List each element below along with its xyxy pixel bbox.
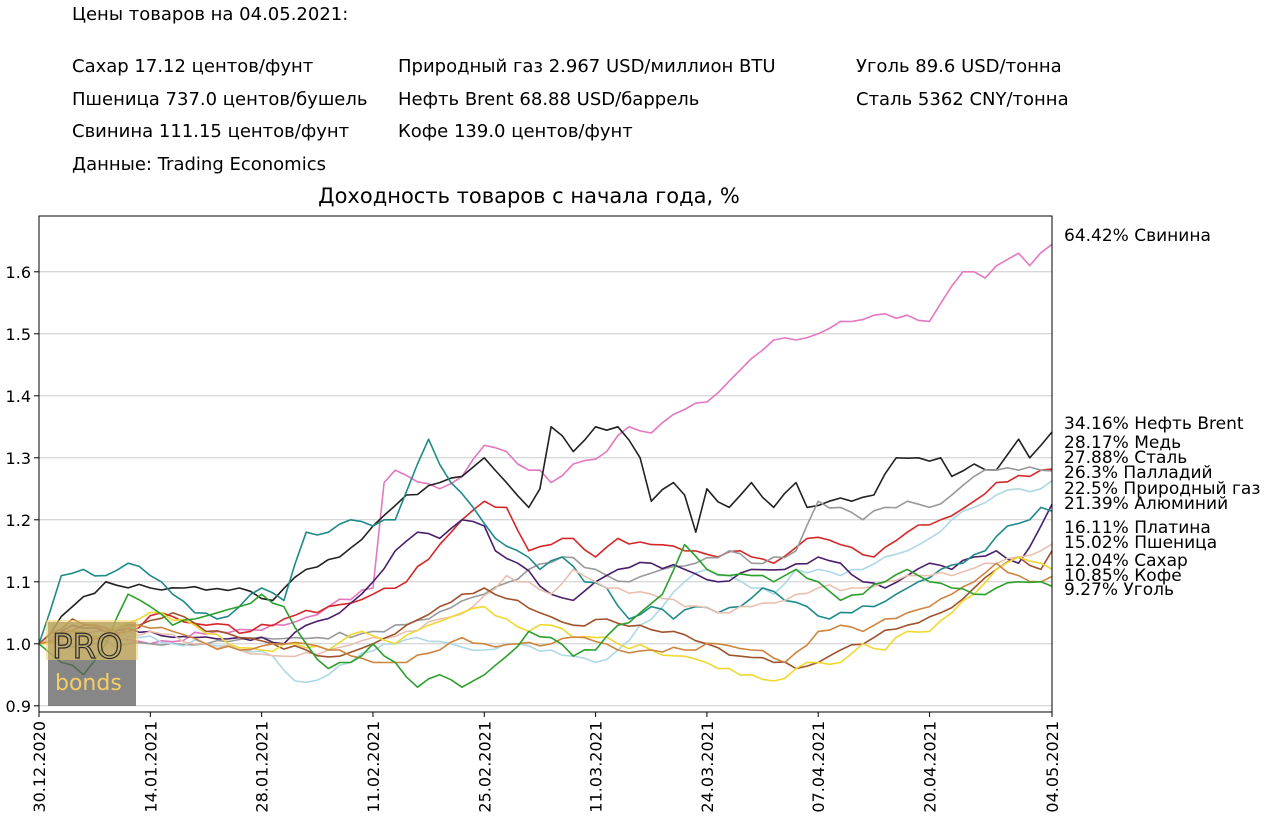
x-tick-label: 25.02.2021 xyxy=(475,721,494,813)
logo-bonds-text: bonds xyxy=(55,671,122,696)
x-tick-label: 28.01.2021 xyxy=(253,721,272,813)
end-label: 26.3% Палладий xyxy=(1064,463,1213,483)
chart-title: Доходность товаров с начала года, % xyxy=(318,184,740,208)
y-tick-label: 1.0 xyxy=(6,635,31,654)
series-line-7 xyxy=(38,438,1053,645)
series-line-11 xyxy=(38,562,1053,664)
x-tick-label: 04.05.2021 xyxy=(1043,721,1062,813)
series-line-1 xyxy=(38,243,1053,645)
series-line-8 xyxy=(38,543,1053,658)
y-tick-label: 1.2 xyxy=(6,511,31,530)
price-coffee: Кофе 139.0 центов/фунт xyxy=(398,121,633,142)
end-label: 64.42% Свинина xyxy=(1064,226,1211,246)
end-label: 21.39% Алюминий xyxy=(1064,494,1228,514)
end-label: 10.85% Кофе xyxy=(1064,566,1182,586)
y-tick-label: 1.1 xyxy=(6,573,31,592)
series-line-6 xyxy=(38,503,1053,645)
y-tick-label: 1.4 xyxy=(6,387,31,406)
probonds-logo: PRO bonds xyxy=(46,620,138,706)
series-line-2 xyxy=(38,426,1053,645)
x-tick-label: 11.03.2021 xyxy=(587,721,606,813)
x-tick-label: 20.04.2021 xyxy=(921,721,940,813)
y-tick-label: 1.3 xyxy=(6,449,31,468)
series-line-10 xyxy=(38,556,1053,682)
series-line-12 xyxy=(38,543,1053,688)
end-label: 16.11% Платина xyxy=(1064,518,1211,538)
price-brent: Нефть Brent 68.88 USD/баррель xyxy=(398,89,700,110)
y-tick-label: 1.6 xyxy=(6,263,31,282)
plot-frame xyxy=(38,215,1053,713)
end-label: 15.02% Пшеница xyxy=(1064,533,1217,553)
end-label: 12.04% Сахар xyxy=(1064,551,1188,571)
x-tick-label: 07.04.2021 xyxy=(809,721,828,813)
price-pork: Свинина 111.15 центов/фунт xyxy=(72,121,350,142)
logo-pro-text: PRO xyxy=(52,627,123,667)
end-label: 27.88% Сталь xyxy=(1064,448,1187,468)
header-date-line: Цены товаров на 04.05.2021: xyxy=(72,4,349,25)
x-tick-label: 30.12.2020 xyxy=(30,721,49,813)
series-line-9 xyxy=(38,550,1053,670)
price-wheat: Пшеница 737.0 центов/бушель xyxy=(72,89,368,110)
y-tick-label: 0.9 xyxy=(6,697,31,716)
end-label: 28.17% Медь xyxy=(1064,433,1181,453)
price-natural-gas: Природный газ 2.967 USD/миллион BTU xyxy=(398,56,776,77)
end-label: 9.27% Уголь xyxy=(1064,580,1174,600)
series-line-3 xyxy=(38,468,1053,645)
series-line-4 xyxy=(38,466,1053,649)
data-source: Данные: Trading Economics xyxy=(72,154,326,175)
x-tick-label: 24.03.2021 xyxy=(698,721,717,813)
x-tick-label: 14.01.2021 xyxy=(141,721,160,813)
end-label: 22.5% Природный газ xyxy=(1064,479,1260,499)
x-tick-label: 11.02.2021 xyxy=(364,721,383,813)
price-coal: Уголь 89.6 USD/тонна xyxy=(856,56,1062,77)
price-sugar: Сахар 17.12 центов/фунт xyxy=(72,56,314,77)
y-tick-label: 1.5 xyxy=(6,325,31,344)
price-steel: Сталь 5362 CNY/тонна xyxy=(856,89,1069,110)
end-label: 34.16% Нефть Brent xyxy=(1064,414,1244,434)
